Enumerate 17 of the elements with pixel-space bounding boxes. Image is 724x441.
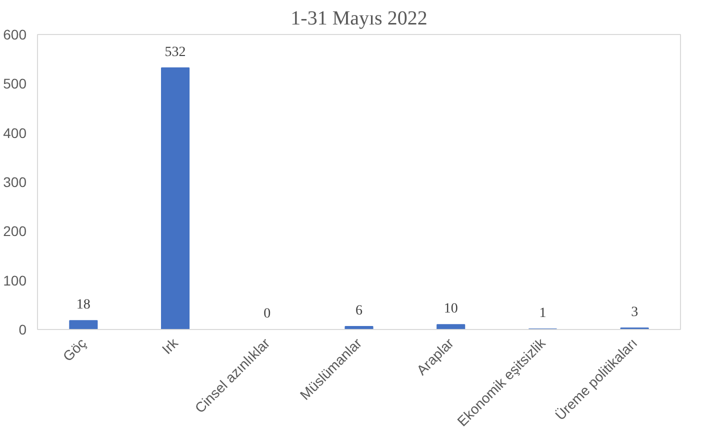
y-tick-label: 200 — [3, 223, 27, 240]
data-label: 1 — [539, 306, 546, 322]
data-label: 18 — [76, 298, 90, 313]
x-tick-label: Irk — [158, 334, 182, 358]
data-label: 10 — [444, 302, 458, 317]
data-label: 0 — [264, 306, 271, 322]
data-label: 6 — [356, 304, 362, 319]
y-tick-label: 100 — [3, 272, 27, 288]
chart-title: 1-31 Mayıs 2022 — [290, 8, 428, 30]
x-tick-label: Göç — [60, 334, 90, 364]
y-tick-label: 400 — [3, 124, 27, 141]
y-tick-label: 600 — [3, 26, 27, 42]
y-tick-label: 500 — [3, 76, 27, 92]
data-label: 3 — [631, 305, 638, 320]
data-label: 532 — [164, 44, 186, 60]
y-tick-label: 300 — [3, 174, 27, 190]
y-tick-label: 0 — [18, 322, 27, 338]
